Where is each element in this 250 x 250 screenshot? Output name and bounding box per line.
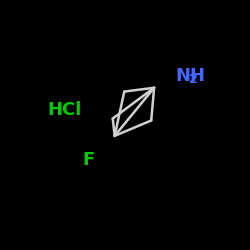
Text: 2: 2 xyxy=(189,73,198,86)
Text: HCl: HCl xyxy=(47,101,82,119)
Text: NH: NH xyxy=(175,67,205,85)
Text: F: F xyxy=(82,151,95,169)
